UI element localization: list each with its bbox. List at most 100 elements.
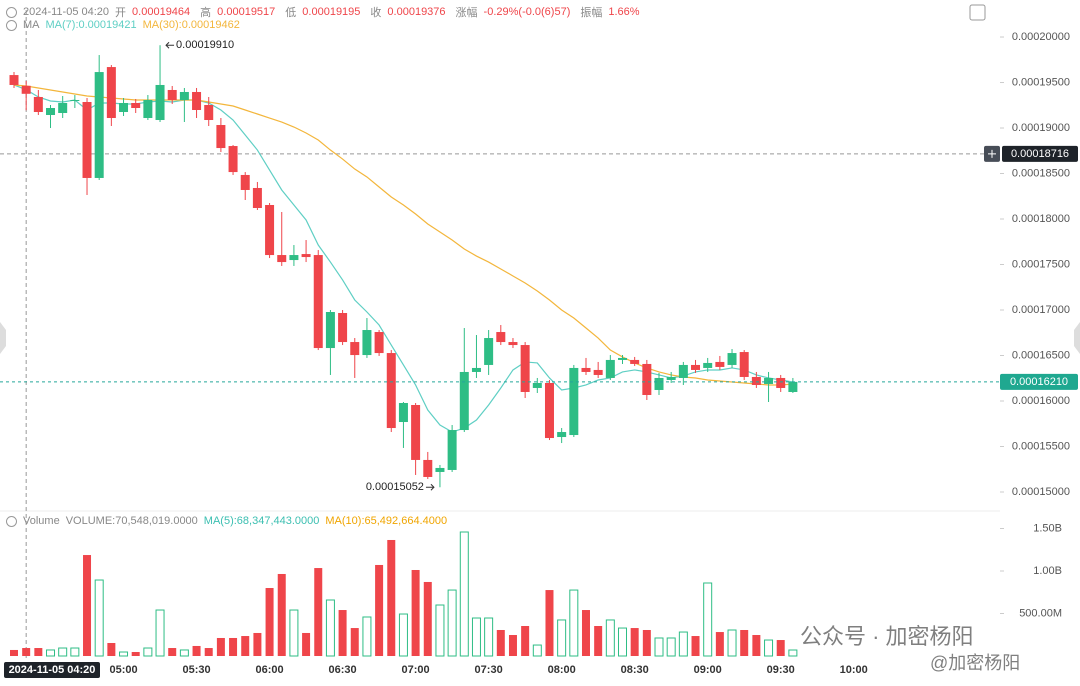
volume-bar [241, 636, 250, 657]
y-tick-label: 0.00020000 [1012, 31, 1070, 43]
volume-bar [22, 648, 31, 657]
candle-body [666, 376, 676, 380]
candle-body [471, 367, 481, 372]
volume-bar [143, 647, 153, 657]
field-label: 收 [370, 7, 382, 19]
candle-body [678, 364, 688, 378]
left-handle[interactable] [0, 322, 6, 354]
volume-bar [229, 637, 238, 657]
volume-bar [375, 564, 384, 657]
volume-bar [788, 649, 798, 657]
volume-bar [691, 636, 700, 657]
volume-bar [46, 649, 56, 657]
volume-bar [338, 610, 347, 657]
candle-body [338, 313, 348, 343]
volume-bar [654, 637, 664, 657]
candle-body [739, 352, 749, 377]
volume-bar [496, 629, 505, 657]
volume-legend: Volume VOLUME:70,548,019.0000 MA(5):68,34… [6, 515, 447, 527]
candle-body [9, 75, 19, 85]
x-tick-label: 06:00 [255, 664, 283, 676]
candle-body [70, 99, 80, 101]
candle-body [386, 353, 396, 429]
volume-bar [666, 637, 676, 657]
y-tick-label: 0.00017500 [1012, 258, 1070, 270]
candle-body [21, 85, 31, 94]
candle-body [106, 67, 116, 119]
volume-bar [740, 629, 749, 657]
candle-body [192, 91, 202, 111]
field-value: -0.29%(-0.0(6)57) [483, 6, 571, 18]
ma-title: MA [23, 19, 40, 31]
volume-bar [752, 635, 761, 657]
volume-bar [387, 539, 396, 657]
toggle-icon[interactable] [6, 515, 17, 527]
candle-body [398, 402, 408, 423]
candle-body [119, 102, 129, 113]
field-label: 低 [285, 7, 297, 19]
field-value: 0.00019195 [302, 6, 361, 18]
volume-bar [594, 626, 603, 657]
candle-body [435, 467, 445, 472]
x-tick-label: 09:00 [694, 664, 722, 676]
candle-body [411, 404, 421, 460]
volume-bar [398, 613, 408, 657]
volume-bar [521, 626, 530, 657]
right-handle[interactable] [1074, 322, 1080, 354]
candle-body [447, 430, 457, 470]
candle-body [544, 382, 554, 439]
ma-legend: MA MA(7):0.00019421 MA(30):0.00019462 [6, 19, 240, 31]
volume-bar [459, 531, 469, 657]
candle-body [58, 102, 68, 114]
field-value: 0.00019464 [132, 6, 191, 18]
volume-bar [325, 599, 335, 657]
plus-icon [988, 149, 996, 158]
field-value: 0.00019376 [387, 6, 446, 18]
volume-bar [58, 647, 68, 657]
last-price-box [1000, 373, 1078, 390]
volume-bar [94, 579, 104, 657]
volume-bar [70, 647, 80, 657]
candle-body [532, 382, 542, 388]
last-price-label: 0.00016210 [1010, 376, 1068, 388]
candle-body [143, 99, 153, 119]
volume-bar [532, 644, 542, 657]
volume-bar [411, 569, 420, 657]
volume-bar [192, 645, 201, 657]
candle-body [484, 338, 494, 365]
y-tick-label: 500.00M [1019, 607, 1062, 619]
volume-bar [435, 604, 445, 657]
volume-bar [289, 609, 299, 657]
volume-bar [642, 629, 651, 657]
volume-bar [179, 649, 189, 657]
candle-body [313, 255, 323, 349]
field-value: 1.66% [608, 6, 640, 18]
header-row: 2024-11-05 04:20 开 0.00019464 高 0.00019517 低… [6, 4, 644, 20]
y-tick-label: 0.00016500 [1012, 349, 1070, 361]
field-label: 高 [200, 7, 212, 19]
y-tick-label: 1.00B [1033, 565, 1062, 577]
x-tick-label: 07:00 [402, 664, 430, 676]
candle-body [654, 377, 664, 390]
candle-body [691, 364, 701, 370]
candle-body [179, 91, 189, 100]
candle-body [605, 359, 615, 378]
volume-bar [703, 582, 713, 657]
volume-bar [484, 617, 494, 657]
expand-icon[interactable] [969, 4, 986, 21]
x-tick-label: 06:30 [329, 664, 357, 676]
toggle-icon[interactable] [6, 19, 17, 31]
y-tick-label: 0.00019000 [1012, 122, 1070, 134]
candle-body [228, 146, 238, 173]
candle-body [155, 84, 165, 121]
volume-legend-entry: MA(5):68,347,443.0000 [203, 515, 320, 527]
volume-bar [545, 590, 554, 657]
volume-bar [119, 651, 129, 657]
x-tick-label: 08:00 [548, 664, 576, 676]
candle-body [508, 342, 518, 346]
legend-entry: MA(30):0.00019462 [142, 19, 240, 31]
volume-bar [727, 629, 737, 657]
toggle-icon[interactable] [6, 6, 17, 18]
